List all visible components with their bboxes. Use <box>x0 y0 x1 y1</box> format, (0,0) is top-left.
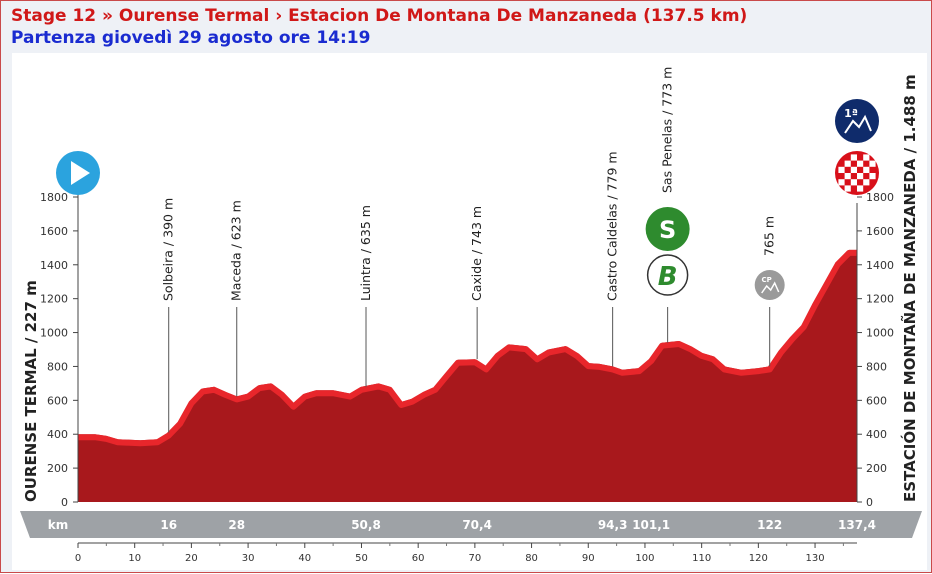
x-tick-label: 60 <box>412 553 425 564</box>
checker-square <box>838 166 845 173</box>
x-tick-label: 0 <box>75 553 81 564</box>
checker-square <box>857 160 864 167</box>
y-tick-label-left: 400 <box>47 428 68 441</box>
waypoint-label: Caxide / 743 m <box>469 206 484 301</box>
checker-square <box>850 179 857 186</box>
x-tick-label: 80 <box>525 553 538 564</box>
bonus-label: B <box>658 262 678 292</box>
y-tick-label-left: 800 <box>47 360 68 373</box>
elevation-area <box>78 249 857 502</box>
checker-square <box>863 166 870 173</box>
km-marker-label: 137,4 <box>838 518 876 532</box>
x-tick-label: 130 <box>805 553 824 564</box>
x-tick-label: 110 <box>692 553 711 564</box>
km-unit-label: km <box>48 518 68 532</box>
checker-square <box>850 154 857 161</box>
x-tick-label: 50 <box>355 553 368 564</box>
checker-square <box>857 173 864 180</box>
checker-square <box>869 160 876 167</box>
waypoint-label: 765 m <box>762 216 777 256</box>
checkpoint-label: CP <box>762 276 772 284</box>
y-tick-label-left: 200 <box>47 462 68 475</box>
bonus-icon <box>646 254 689 296</box>
finish-location-label: ESTACIÓN DE MONTAÑA DE MANZANEDA / 1.488… <box>900 74 919 502</box>
km-marker-label: 70,4 <box>462 518 492 532</box>
x-tick-label: 20 <box>185 553 198 564</box>
waypoint-label: Luintra / 635 m <box>358 205 373 301</box>
mountain-icon <box>844 114 872 134</box>
x-tick-label: 100 <box>635 553 654 564</box>
stage-subtitle: Partenza giovedì 29 agosto ore 14:19 <box>11 28 371 48</box>
y-tick-label-left: 1600 <box>40 225 68 238</box>
km-marker-label: 122 <box>757 518 782 532</box>
km-band <box>20 511 922 538</box>
checker-square <box>844 173 851 180</box>
checkpoint-icon <box>754 270 785 300</box>
y-tick-label-left: 1200 <box>40 293 68 306</box>
y-tick-label-right: 0 <box>866 496 873 509</box>
checker-square <box>844 160 851 167</box>
waypoint-label: Sas Penelas / 773 m <box>660 67 675 193</box>
plot-panel: 0 0 200 200 400 400 600 600 800 800 1000 1000 1200 12… <box>12 53 927 570</box>
km-marker-label: 94,3 <box>598 518 628 532</box>
stage-title: Stage 12 » Ourense Termal › Estacion De … <box>11 6 748 26</box>
y-tick-label-right: 1200 <box>866 293 894 306</box>
play-triangle-icon <box>71 161 90 185</box>
x-tick-label: 40 <box>298 553 311 564</box>
y-tick-label-left: 1400 <box>40 259 68 272</box>
sprint-icon <box>645 207 690 251</box>
climb-category-icon <box>835 99 879 143</box>
km-marker-label: 101,1 <box>632 518 670 532</box>
y-tick-label-left: 0 <box>61 496 68 509</box>
checker-square <box>869 173 876 180</box>
climb-category-label: 1ª <box>844 107 858 120</box>
elevation-ridge <box>78 249 857 447</box>
checker-square <box>863 154 870 161</box>
y-tick-label-right: 200 <box>866 462 887 475</box>
checker-square <box>850 166 857 173</box>
y-tick-label-right: 800 <box>866 360 887 373</box>
y-tick-label-left: 1800 <box>40 191 68 204</box>
checkpoint-mountain-icon <box>761 281 780 294</box>
checker-square <box>863 179 870 186</box>
x-tick-label: 70 <box>469 553 482 564</box>
x-tick-label: 30 <box>242 553 255 564</box>
checker-square <box>857 185 864 192</box>
chart-header: Stage 12 » Ourense Termal › Estacion De … <box>11 5 747 49</box>
x-tick-label: 90 <box>582 553 595 564</box>
km-marker-label: 50,8 <box>351 518 381 532</box>
y-tick-label-left: 600 <box>47 394 68 407</box>
y-tick-label-right: 1400 <box>866 259 894 272</box>
y-tick-label-right: 400 <box>866 428 887 441</box>
km-marker-label: 28 <box>228 518 245 532</box>
y-tick-label-right: 1800 <box>866 191 894 204</box>
waypoint-label: Castro Caldelas / 779 m <box>605 151 620 301</box>
km-marker-label: 16 <box>160 518 177 532</box>
checker-square <box>838 179 845 186</box>
y-tick-label-right: 600 <box>866 394 887 407</box>
y-tick-label-right: 1000 <box>866 327 894 340</box>
checker-square <box>844 185 851 192</box>
start-location-label: OURENSE TERMAL / 227 m <box>22 280 40 502</box>
sprint-label: S <box>659 216 676 244</box>
x-tick-label: 120 <box>749 553 768 564</box>
y-tick-label-right: 1600 <box>866 225 894 238</box>
waypoint-label: Maceda / 623 m <box>229 200 244 301</box>
waypoint-label: Solbeira / 390 m <box>161 198 176 301</box>
x-tick-label: 10 <box>128 553 141 564</box>
y-tick-label-left: 1000 <box>40 327 68 340</box>
